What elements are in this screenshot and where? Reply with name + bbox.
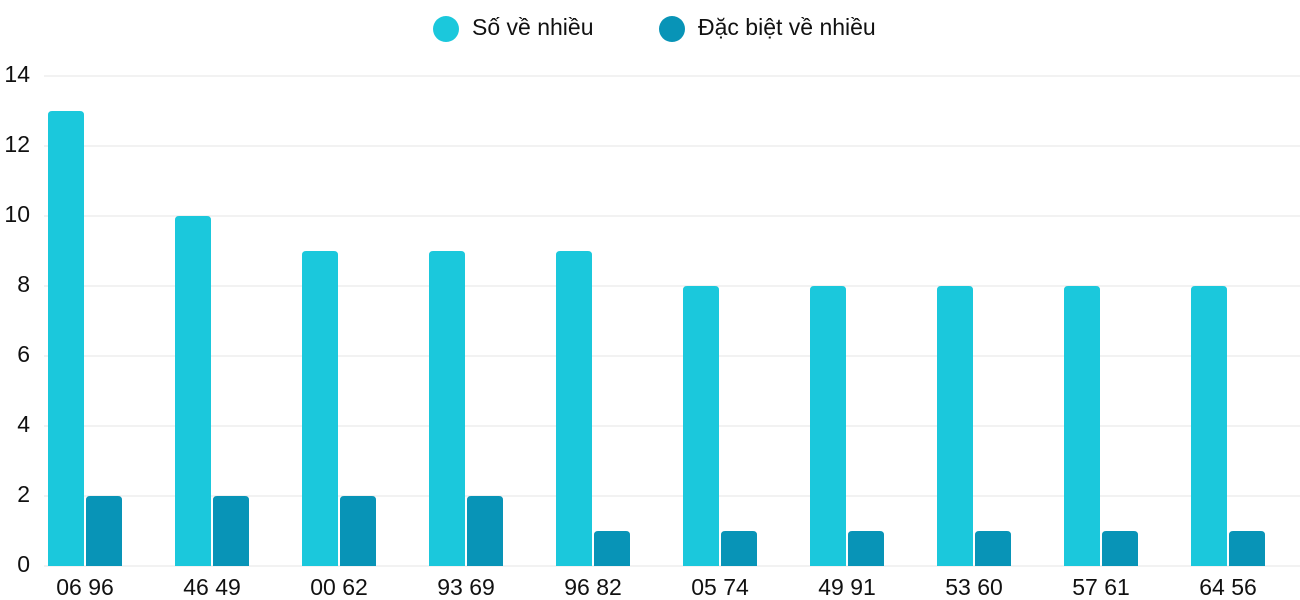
y-tick-label: 8: [17, 271, 30, 297]
bar: [467, 496, 503, 566]
bar: [556, 251, 592, 566]
bar: [1191, 286, 1227, 566]
x-tick-label: 05 74: [691, 574, 749, 600]
y-tick-label: 4: [17, 411, 30, 437]
x-tick-label: 57 61: [1072, 574, 1130, 600]
y-tick-label: 0: [17, 551, 30, 577]
x-tick-label: 00 62: [310, 574, 368, 600]
bar: [1229, 531, 1265, 566]
bar: [48, 111, 84, 566]
bar: [213, 496, 249, 566]
x-tick-label: 64 56: [1199, 574, 1257, 600]
y-tick-label: 12: [4, 131, 30, 157]
y-tick-label: 10: [4, 201, 30, 227]
legend-label: Đặc biệt về nhiều: [698, 14, 876, 40]
bar: [848, 531, 884, 566]
bar: [810, 286, 846, 566]
x-tick-label: 46 49: [183, 574, 241, 600]
y-tick-label: 14: [4, 61, 30, 87]
y-tick-label: 6: [17, 341, 30, 367]
x-tick-label: 93 69: [437, 574, 495, 600]
x-tick-label: 96 82: [564, 574, 622, 600]
bar: [175, 216, 211, 566]
bar: [721, 531, 757, 566]
bar: [594, 531, 630, 566]
bar: [975, 531, 1011, 566]
bar: [86, 496, 122, 566]
bar: [302, 251, 338, 566]
bar: [1064, 286, 1100, 566]
legend-label: Số về nhiều: [472, 14, 593, 40]
legend-marker: [433, 16, 459, 42]
x-tick-label: 53 60: [945, 574, 1003, 600]
bar: [683, 286, 719, 566]
bar: [340, 496, 376, 566]
legend-marker: [659, 16, 685, 42]
y-tick-label: 2: [17, 481, 30, 507]
bar: [1102, 531, 1138, 566]
x-tick-label: 49 91: [818, 574, 876, 600]
bar: [429, 251, 465, 566]
bar: [937, 286, 973, 566]
x-tick-label: 06 96: [56, 574, 114, 600]
